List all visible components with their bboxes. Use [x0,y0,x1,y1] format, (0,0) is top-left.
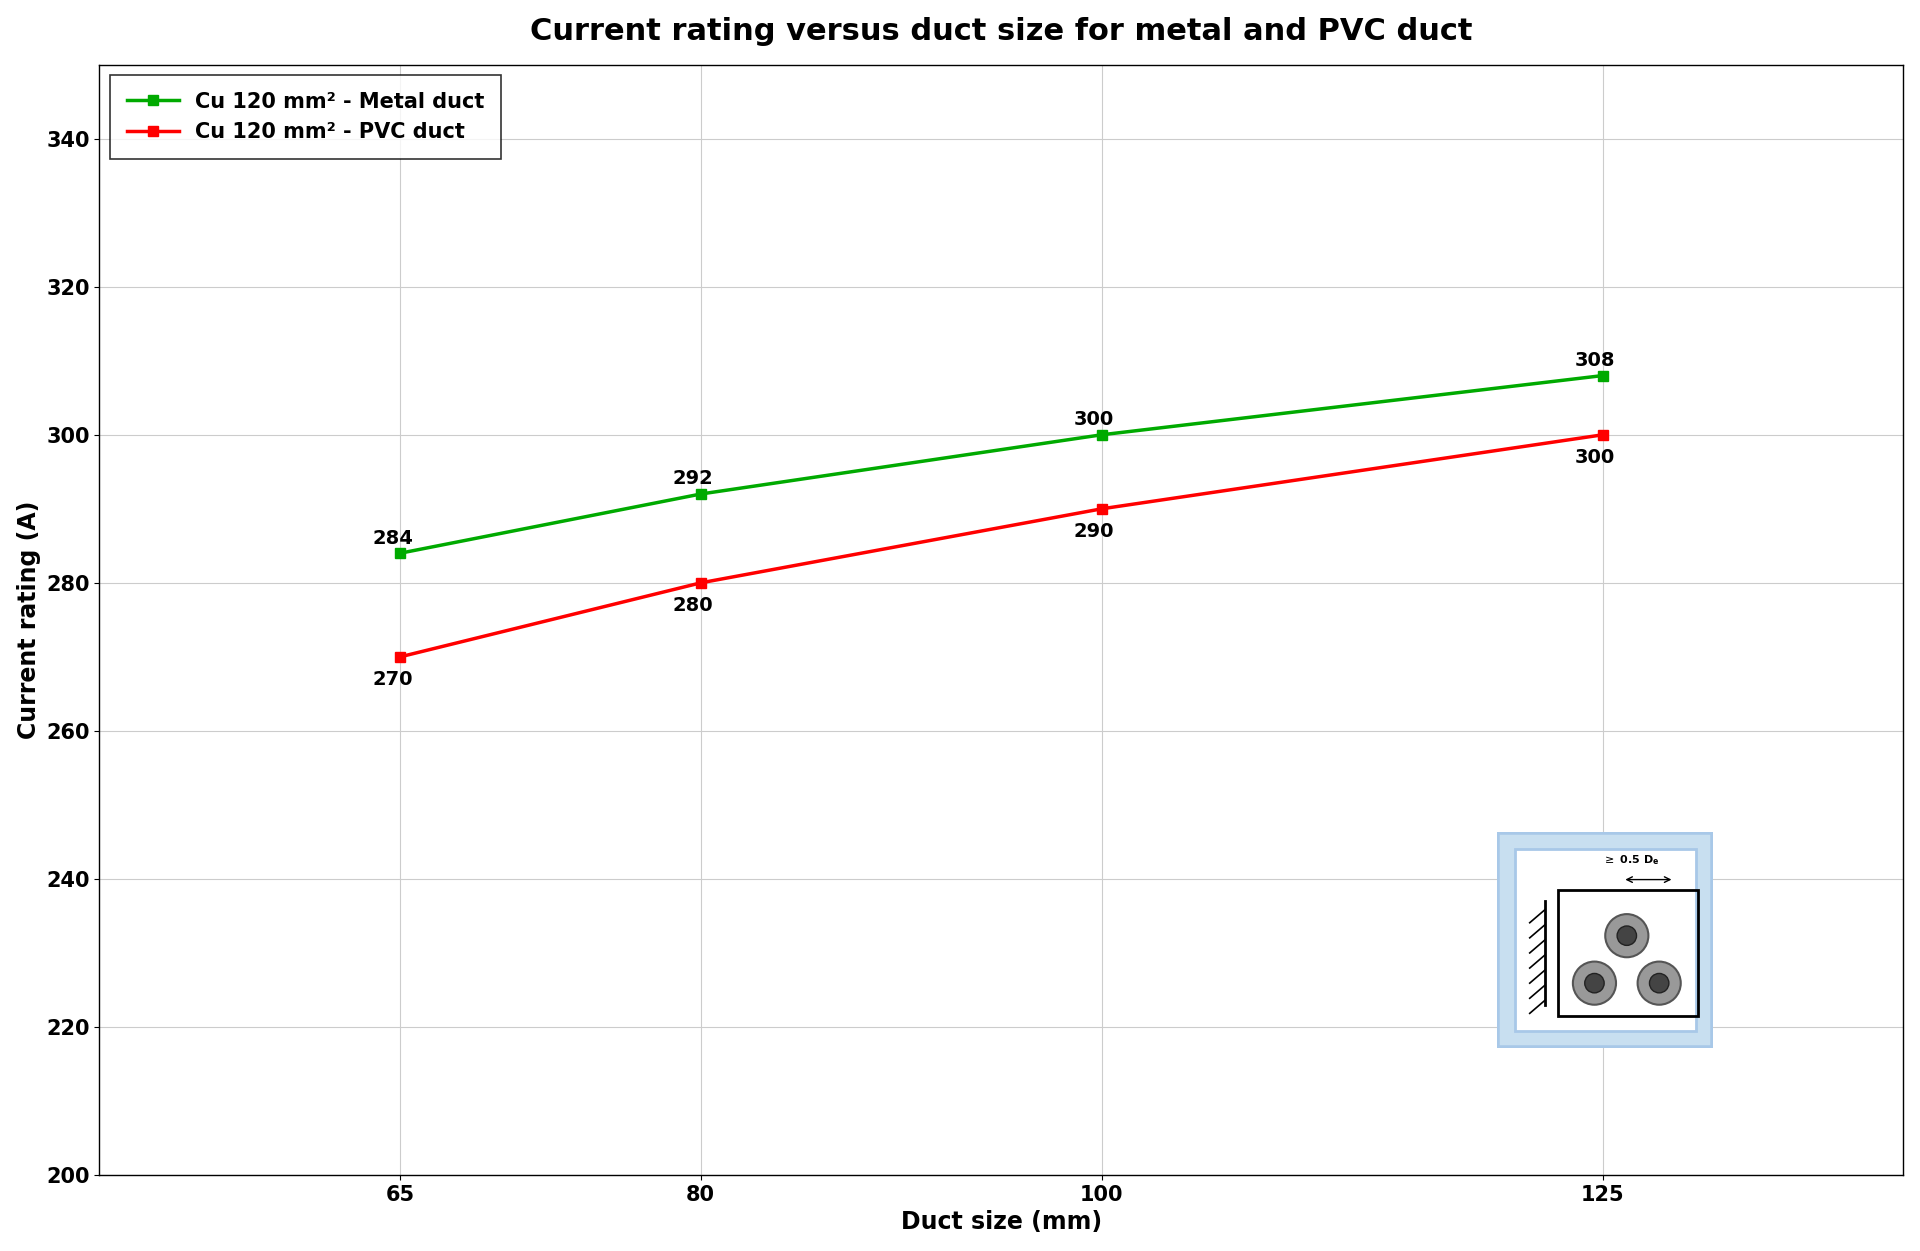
X-axis label: Duct size (mm): Duct size (mm) [900,1210,1102,1235]
Y-axis label: Current rating (A): Current rating (A) [17,500,40,739]
Circle shape [1649,973,1668,993]
Line: Cu 120 mm² - PVC duct: Cu 120 mm² - PVC duct [396,430,1607,662]
Line: Cu 120 mm² - Metal duct: Cu 120 mm² - Metal duct [396,370,1607,558]
Cu 120 mm² - PVC duct [689,575,712,590]
FancyBboxPatch shape [1498,832,1713,1048]
Legend: Cu 120 mm² - Metal duct, Cu 120 mm² - PVC duct: Cu 120 mm² - Metal duct, Cu 120 mm² - PV… [109,75,501,159]
Circle shape [1584,973,1605,993]
Text: 280: 280 [674,595,714,614]
Text: 292: 292 [674,469,714,488]
Text: 290: 290 [1073,522,1114,540]
Cu 120 mm² - Metal duct [1592,368,1615,383]
Text: 300: 300 [1574,448,1615,467]
Text: 308: 308 [1574,350,1615,370]
Cu 120 mm² - Metal duct [388,545,411,560]
Text: 270: 270 [372,669,413,688]
Circle shape [1605,914,1649,957]
Cu 120 mm² - Metal duct [1091,428,1114,443]
Text: 300: 300 [1073,410,1114,429]
Text: 284: 284 [372,528,413,548]
Cu 120 mm² - PVC duct [388,649,411,664]
FancyBboxPatch shape [1515,849,1695,1031]
Circle shape [1572,962,1617,1005]
Text: $\geq$ 0.5 D$_\mathregular{e}$: $\geq$ 0.5 D$_\mathregular{e}$ [1603,853,1659,867]
Cu 120 mm² - PVC duct [1592,428,1615,443]
Cu 120 mm² - PVC duct [1091,502,1114,517]
Cu 120 mm² - Metal duct [689,487,712,502]
Circle shape [1617,926,1636,946]
Title: Current rating versus duct size for metal and PVC duct: Current rating versus duct size for meta… [530,16,1473,46]
Bar [1557,891,1697,1016]
Circle shape [1638,962,1680,1005]
